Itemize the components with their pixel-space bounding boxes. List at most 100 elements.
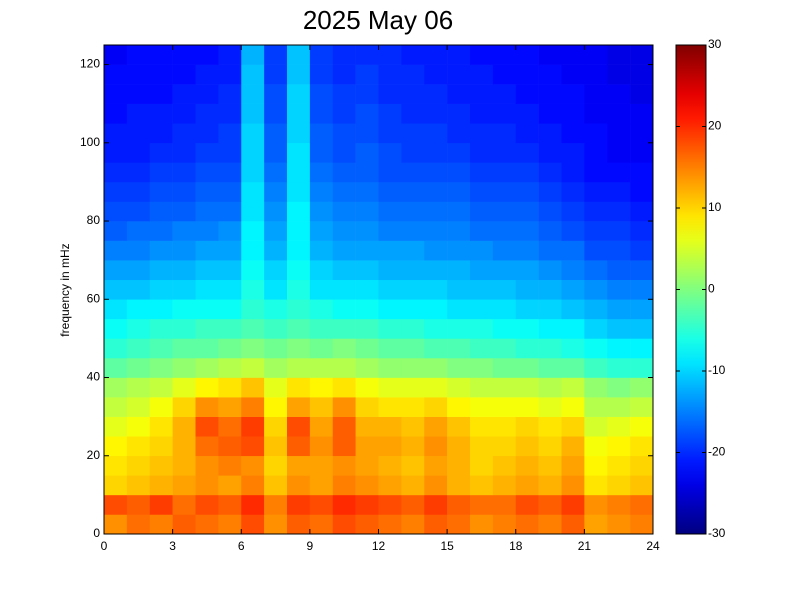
- heatmap-cell: [355, 84, 379, 104]
- heatmap-cell: [607, 162, 631, 183]
- heatmap-cell: [172, 123, 196, 144]
- heatmap-cell: [515, 64, 539, 85]
- heatmap-cell: [332, 455, 356, 476]
- heatmap-cell: [378, 221, 402, 241]
- heatmap-cell: [218, 514, 242, 535]
- heatmap-cell: [218, 181, 242, 202]
- heatmap-cell: [607, 84, 631, 104]
- heatmap-cell: [149, 142, 173, 163]
- heatmap-cell: [241, 416, 265, 437]
- y-tick-label: 120: [80, 57, 100, 71]
- heatmap-cell: [447, 201, 471, 222]
- heatmap-cell: [447, 494, 471, 515]
- heatmap-cell: [355, 279, 379, 300]
- heatmap-cell: [149, 416, 173, 437]
- heatmap-cell: [424, 357, 448, 378]
- heatmap-cell: [172, 103, 196, 124]
- heatmap-cell: [607, 299, 631, 320]
- heatmap-cell: [401, 299, 425, 320]
- heatmap-cell: [492, 318, 517, 339]
- heatmap-cell: [309, 142, 334, 163]
- heatmap-cell: [355, 436, 379, 457]
- heatmap-cell: [584, 494, 608, 515]
- x-tick-label: 6: [238, 539, 245, 553]
- heatmap-cell: [424, 416, 448, 437]
- heatmap-cell: [287, 494, 311, 515]
- heatmap-cell: [607, 279, 631, 300]
- heatmap-cell: [470, 455, 494, 476]
- heatmap-cell: [104, 455, 128, 476]
- heatmap-cell: [378, 357, 402, 378]
- heatmap-cell: [241, 475, 265, 496]
- heatmap-cell: [538, 142, 562, 163]
- heatmap-cell: [538, 221, 562, 241]
- heatmap-cell: [630, 475, 654, 496]
- heatmap-cell: [126, 84, 151, 104]
- heatmap-cell: [470, 318, 494, 339]
- y-axis-label: frequency in mHz: [58, 243, 72, 336]
- heatmap-cell: [149, 45, 173, 65]
- heatmap-cell: [309, 397, 334, 417]
- heatmap-cell: [332, 260, 356, 281]
- x-tick-label: 9: [307, 539, 314, 553]
- heatmap-cell: [241, 338, 265, 359]
- heatmap-cell: [172, 142, 196, 163]
- heatmap-cell: [309, 162, 334, 183]
- heatmap-cell: [126, 162, 151, 183]
- heatmap-cell: [264, 103, 288, 124]
- heatmap-cell: [218, 436, 242, 457]
- heatmap-cell: [515, 338, 539, 359]
- heatmap-cell: [515, 357, 539, 378]
- heatmap-cell: [287, 162, 311, 183]
- heatmap-cell: [607, 357, 631, 378]
- heatmap-cell: [630, 299, 654, 320]
- heatmap-cell: [492, 279, 517, 300]
- heatmap-cell: [287, 397, 311, 417]
- heatmap-cell: [309, 338, 334, 359]
- heatmap-cell: [241, 299, 265, 320]
- heatmap-cell: [241, 318, 265, 339]
- heatmap-cell: [607, 103, 631, 124]
- heatmap-cell: [195, 45, 219, 65]
- heatmap-cell: [424, 201, 448, 222]
- heatmap-cell: [195, 240, 219, 261]
- heatmap-cell: [332, 123, 356, 144]
- heatmap-cell: [607, 64, 631, 85]
- heatmap-cell: [378, 45, 402, 65]
- heatmap-cell: [584, 475, 608, 496]
- heatmap-cell: [424, 475, 448, 496]
- heatmap-cell: [355, 45, 379, 65]
- heatmap-cell: [447, 142, 471, 163]
- heatmap-cell: [561, 494, 585, 515]
- heatmap-cell: [264, 279, 288, 300]
- heatmap-cell: [561, 103, 585, 124]
- heatmap-cell: [538, 455, 562, 476]
- heatmap-cell: [104, 221, 128, 241]
- heatmap-cell: [332, 436, 356, 457]
- heatmap-cell: [378, 475, 402, 496]
- heatmap-cell: [264, 221, 288, 241]
- heatmap-cell: [104, 181, 128, 202]
- heatmap-cell: [332, 103, 356, 124]
- heatmap-cell: [241, 436, 265, 457]
- heatmap-cell: [218, 279, 242, 300]
- heatmap-cell: [149, 494, 173, 515]
- heatmap-cell: [607, 221, 631, 241]
- heatmap-cell: [470, 299, 494, 320]
- heatmap-cell: [424, 103, 448, 124]
- heatmap-cell: [264, 240, 288, 261]
- x-tick-label: 0: [101, 539, 108, 553]
- heatmap-cell: [447, 64, 471, 85]
- heatmap-cell: [309, 318, 334, 339]
- heatmap-cell: [355, 416, 379, 437]
- heatmap-cell: [630, 357, 654, 378]
- heatmap-cell: [172, 397, 196, 417]
- heatmap-cell: [447, 45, 471, 65]
- heatmap-cell: [172, 240, 196, 261]
- heatmap-cell: [355, 201, 379, 222]
- heatmap-cell: [630, 494, 654, 515]
- heatmap-cell: [195, 201, 219, 222]
- heatmap-cell: [630, 142, 654, 163]
- heatmap-cell: [492, 103, 517, 124]
- heatmap-cell: [195, 299, 219, 320]
